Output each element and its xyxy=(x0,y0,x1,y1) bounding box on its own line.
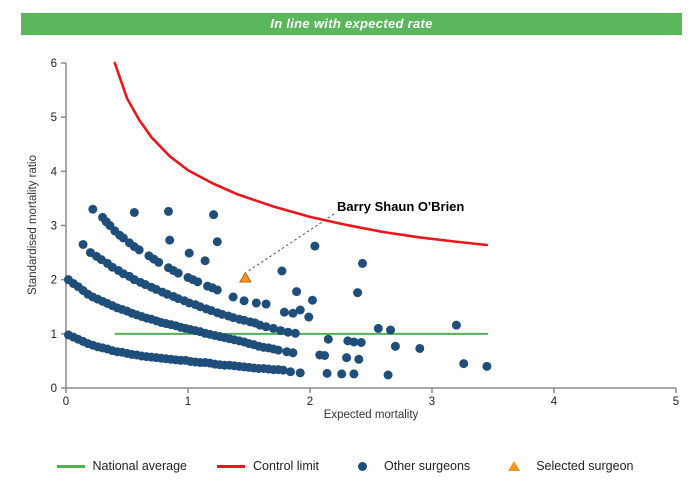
red-line-icon xyxy=(217,464,246,468)
legend-item-other-surgeons: Other surgeons xyxy=(349,459,470,473)
y-axis-title: Standardised mortality ratio xyxy=(27,155,39,295)
svg-text:1: 1 xyxy=(185,396,191,408)
legend-label: Other surgeons xyxy=(384,459,471,473)
legend-label: Control limit xyxy=(253,459,320,473)
svg-text:0: 0 xyxy=(51,383,57,395)
other-surgeons-points xyxy=(63,204,492,380)
svg-text:2: 2 xyxy=(307,396,313,408)
svg-text:Barry Shaun O'Brien: Barry Shaun O'Brien xyxy=(337,199,464,214)
legend-label: Selected surgeon xyxy=(536,459,634,473)
navy-dot-icon xyxy=(358,461,368,471)
x-axis: 0 1 2 3 4 5 xyxy=(63,387,679,408)
selected-surgeon-marker[interactable] xyxy=(238,271,252,283)
svg-text:1: 1 xyxy=(51,329,57,341)
surgeon-annotation: Barry Shaun O'Brien xyxy=(248,199,464,272)
svg-text:5: 5 xyxy=(673,396,679,408)
y-axis: 0 1 2 3 4 5 6 xyxy=(51,58,67,395)
svg-text:6: 6 xyxy=(51,58,57,70)
chart-legend: National average Control limit Other sur… xyxy=(0,459,690,473)
svg-text:4: 4 xyxy=(51,166,58,178)
x-axis-title: Expected mortality xyxy=(324,409,419,421)
control-limit-line xyxy=(113,61,489,247)
svg-text:3: 3 xyxy=(51,220,57,232)
status-banner: In line with expected rate xyxy=(21,13,682,35)
svg-text:5: 5 xyxy=(51,112,57,124)
svg-text:2: 2 xyxy=(51,275,57,287)
svg-text:3: 3 xyxy=(429,396,435,408)
green-line-icon xyxy=(56,464,85,468)
orange-triangle-icon xyxy=(508,461,521,471)
legend-label: National average xyxy=(92,459,188,473)
funnel-plot-chart: 0 1 2 3 4 5 0 1 2 3 4 5 6 Barry Shaun O'Brien Expec… xyxy=(27,58,679,421)
svg-text:4: 4 xyxy=(551,396,558,408)
legend-item-selected-surgeon: Selected surgeon xyxy=(500,459,633,473)
legend-item-national-average: National average xyxy=(56,459,188,473)
legend-item-control-limit: Control limit xyxy=(217,459,319,473)
svg-text:0: 0 xyxy=(63,396,69,408)
